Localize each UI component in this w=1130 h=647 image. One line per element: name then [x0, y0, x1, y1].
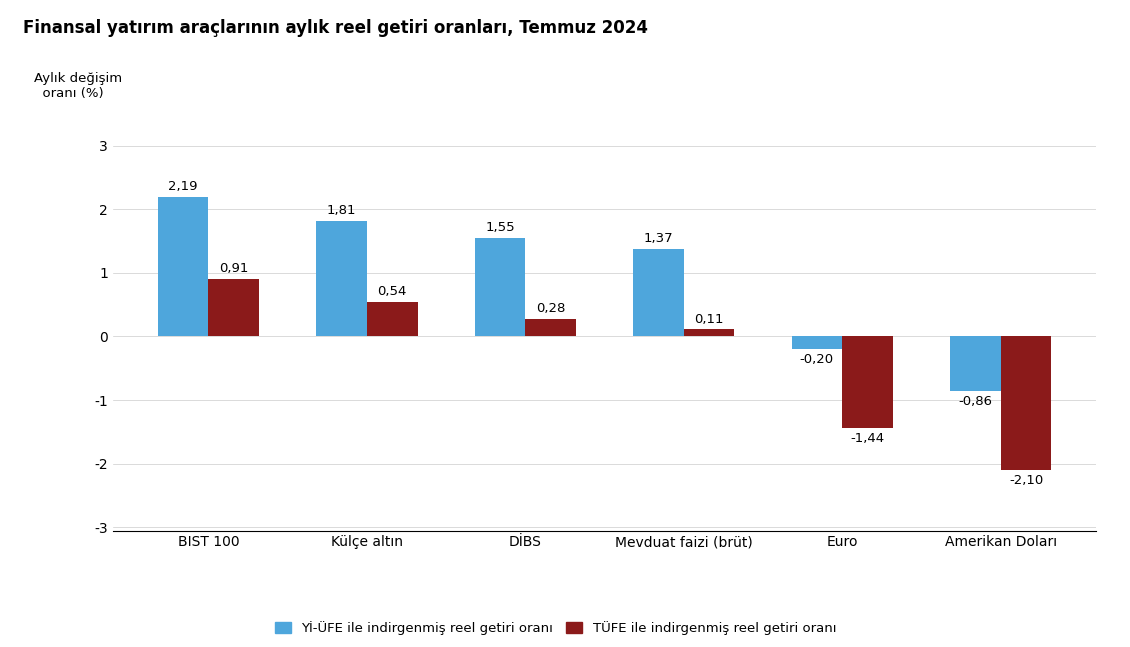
Text: 0,11: 0,11 — [695, 313, 724, 325]
Text: -0,86: -0,86 — [958, 395, 992, 408]
Text: 0,54: 0,54 — [377, 285, 407, 298]
Text: -0,20: -0,20 — [800, 353, 834, 366]
Text: -1,44: -1,44 — [851, 432, 885, 445]
Text: Finansal yatırım araçlarının aylık reel getiri oranları, Temmuz 2024: Finansal yatırım araçlarının aylık reel … — [23, 19, 647, 38]
Bar — [842, 336, 893, 428]
Text: 1,55: 1,55 — [485, 221, 515, 234]
Text: Aylık değişim
  oranı (%): Aylık değişim oranı (%) — [34, 72, 122, 100]
Bar — [367, 302, 418, 336]
Text: 0,91: 0,91 — [219, 261, 249, 275]
Bar — [950, 336, 1001, 391]
Text: 1,81: 1,81 — [327, 204, 356, 217]
Text: -2,10: -2,10 — [1009, 474, 1043, 487]
Text: 0,28: 0,28 — [536, 302, 565, 315]
Bar — [208, 278, 259, 336]
Bar — [633, 249, 684, 336]
Bar — [475, 238, 525, 336]
Text: 2,19: 2,19 — [168, 181, 198, 193]
Bar — [316, 221, 367, 336]
Bar — [1001, 336, 1051, 470]
Text: 1,37: 1,37 — [644, 232, 673, 245]
Bar — [791, 336, 842, 349]
Bar — [158, 197, 208, 336]
Bar — [684, 329, 734, 336]
Legend: Yİ-ÜFE ile indirgenmiş reel getiri oranı, TÜFE ile indirgenmiş reel getiri oranı: Yİ-ÜFE ile indirgenmiş reel getiri oranı… — [269, 616, 842, 641]
Bar — [525, 318, 576, 336]
